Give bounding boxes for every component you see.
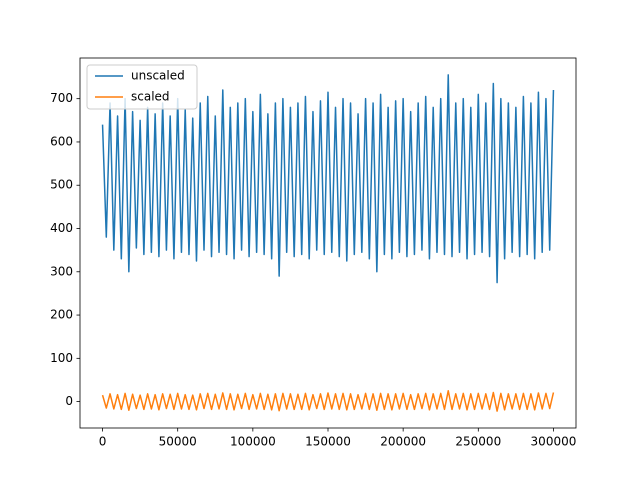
y-tick-label: 200 [50,308,73,322]
series-line [101,390,555,412]
x-tick-label: 200000 [380,435,426,449]
x-tick-label: 150000 [305,435,351,449]
axes-frame [79,57,577,429]
y-tick-label: 0 [65,394,73,408]
x-tick-label: 300000 [531,435,577,449]
legend-label: scaled [131,90,170,104]
x-tick-label: 0 [99,435,107,449]
x-tick-label: 100000 [230,435,276,449]
y-tick-label: 700 [50,91,73,105]
y-tick-label: 100 [50,351,73,365]
y-tick-label: 300 [50,264,73,278]
x-tick-label: 50000 [159,435,197,449]
y-tick-label: 600 [50,134,73,148]
x-tick-label: 250000 [455,435,501,449]
y-tick-label: 500 [50,178,73,192]
y-tick-label: 400 [50,221,73,235]
legend-label: unscaled [131,69,185,83]
